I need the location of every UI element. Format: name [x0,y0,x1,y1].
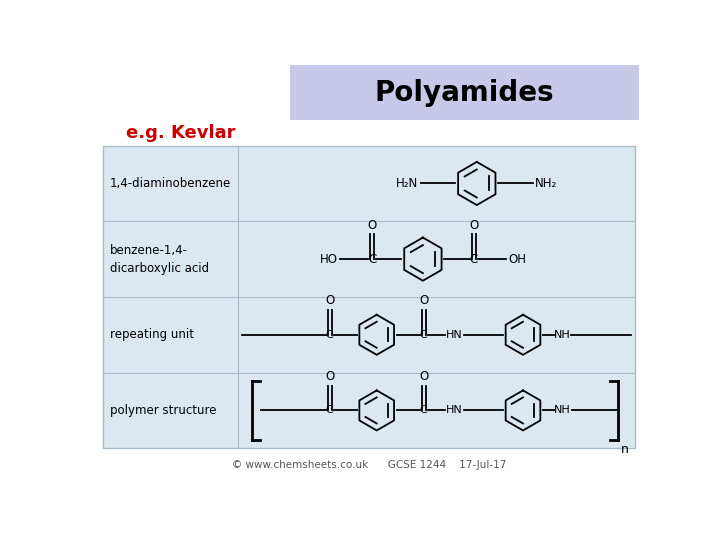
Bar [104,146,634,448]
Text: O: O [325,294,334,307]
Bar [290,65,639,120]
Text: C: C [420,406,428,415]
Text: C: C [368,253,377,266]
Text: C: C [326,330,333,340]
Text: e.g. Kevlar: e.g. Kevlar [127,124,236,141]
Text: polymer structure: polymer structure [109,404,216,417]
Text: C: C [420,330,428,340]
Text: HN: HN [446,330,463,340]
Text: O: O [325,370,334,383]
Text: O: O [367,219,377,232]
Text: NH₂: NH₂ [535,177,557,190]
Text: H₂N: H₂N [396,177,418,190]
Text: HO: HO [320,253,338,266]
Text: O: O [469,219,478,232]
Text: O: O [419,370,428,383]
Text: OH: OH [508,253,526,266]
Text: C: C [326,406,333,415]
Text: 1,4-diaminobenzene: 1,4-diaminobenzene [109,177,230,190]
Text: © www.chemsheets.co.uk      GCSE 1244    17-Jul-17: © www.chemsheets.co.uk GCSE 1244 17-Jul-… [232,460,506,470]
Text: repeating unit: repeating unit [109,328,194,341]
Text: n: n [621,443,629,456]
Text: Polyamides: Polyamides [374,78,554,106]
Text: C: C [469,253,478,266]
Text: benzene-1,4-
dicarboxylic acid: benzene-1,4- dicarboxylic acid [109,244,209,275]
Text: NH: NH [554,330,571,340]
Text: HN: HN [446,406,463,415]
Text: O: O [419,294,428,307]
Text: NH: NH [554,406,571,415]
